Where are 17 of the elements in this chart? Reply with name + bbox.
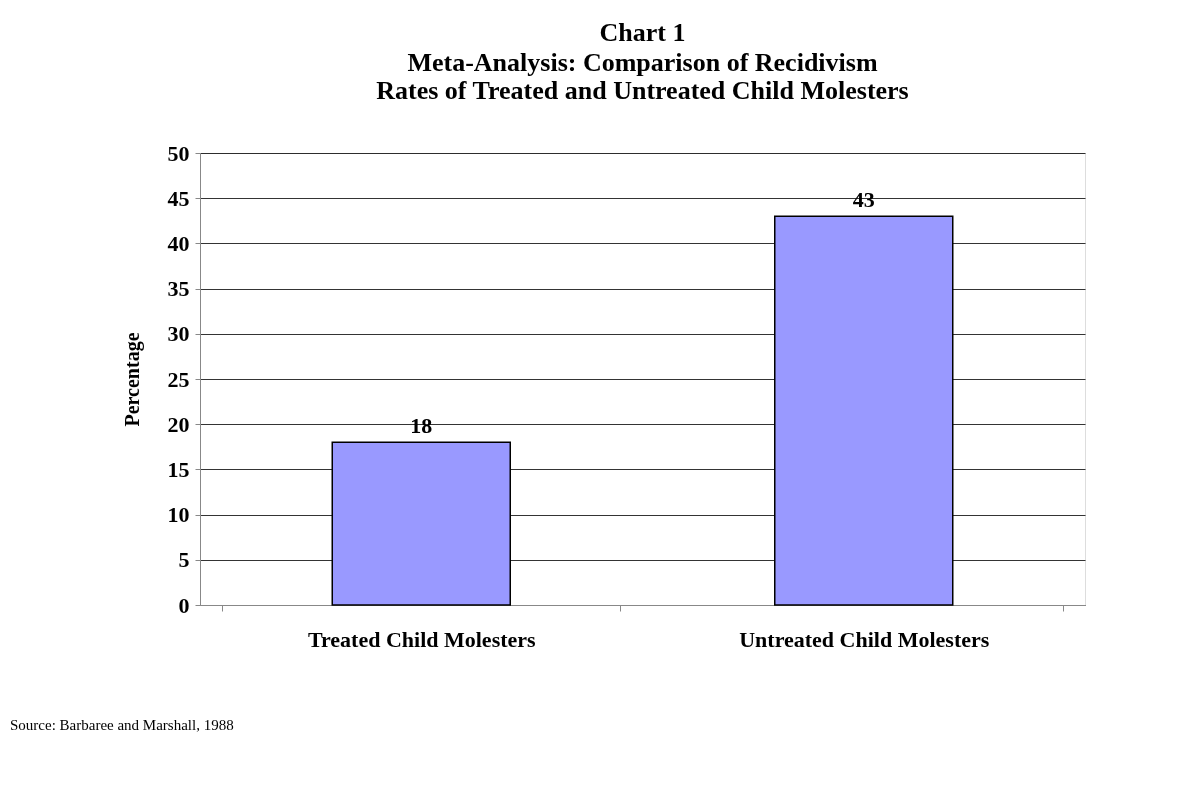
x-tick-label: Untreated Child Molesters <box>739 626 990 652</box>
y-tick-label: 25 <box>167 366 190 392</box>
y-tick-label: 15 <box>167 456 190 482</box>
y-tick-label: 50 <box>167 140 190 166</box>
y-tick-label: 20 <box>167 411 190 437</box>
y-tick-label: 45 <box>167 185 190 211</box>
source-note: Source: Barbaree and Marshall, 1988 <box>10 717 234 733</box>
x-tick-label: Treated Child Molesters <box>307 626 537 652</box>
y-tick-label: 5 <box>178 547 190 573</box>
chart-title: Chart 1 <box>599 18 686 47</box>
y-axis-title: Percentage <box>120 332 144 427</box>
y-tick-label: 10 <box>167 502 190 528</box>
y-tick-label: 35 <box>167 276 190 302</box>
y-tick-label: 40 <box>167 230 190 256</box>
chart-subtitle: Meta-Analysis: Comparison of Recidivism Rates of Treated and Untreated Child Molesters <box>376 48 909 105</box>
y-tick-label: 0 <box>178 592 190 618</box>
y-tick-label: 30 <box>167 321 190 347</box>
